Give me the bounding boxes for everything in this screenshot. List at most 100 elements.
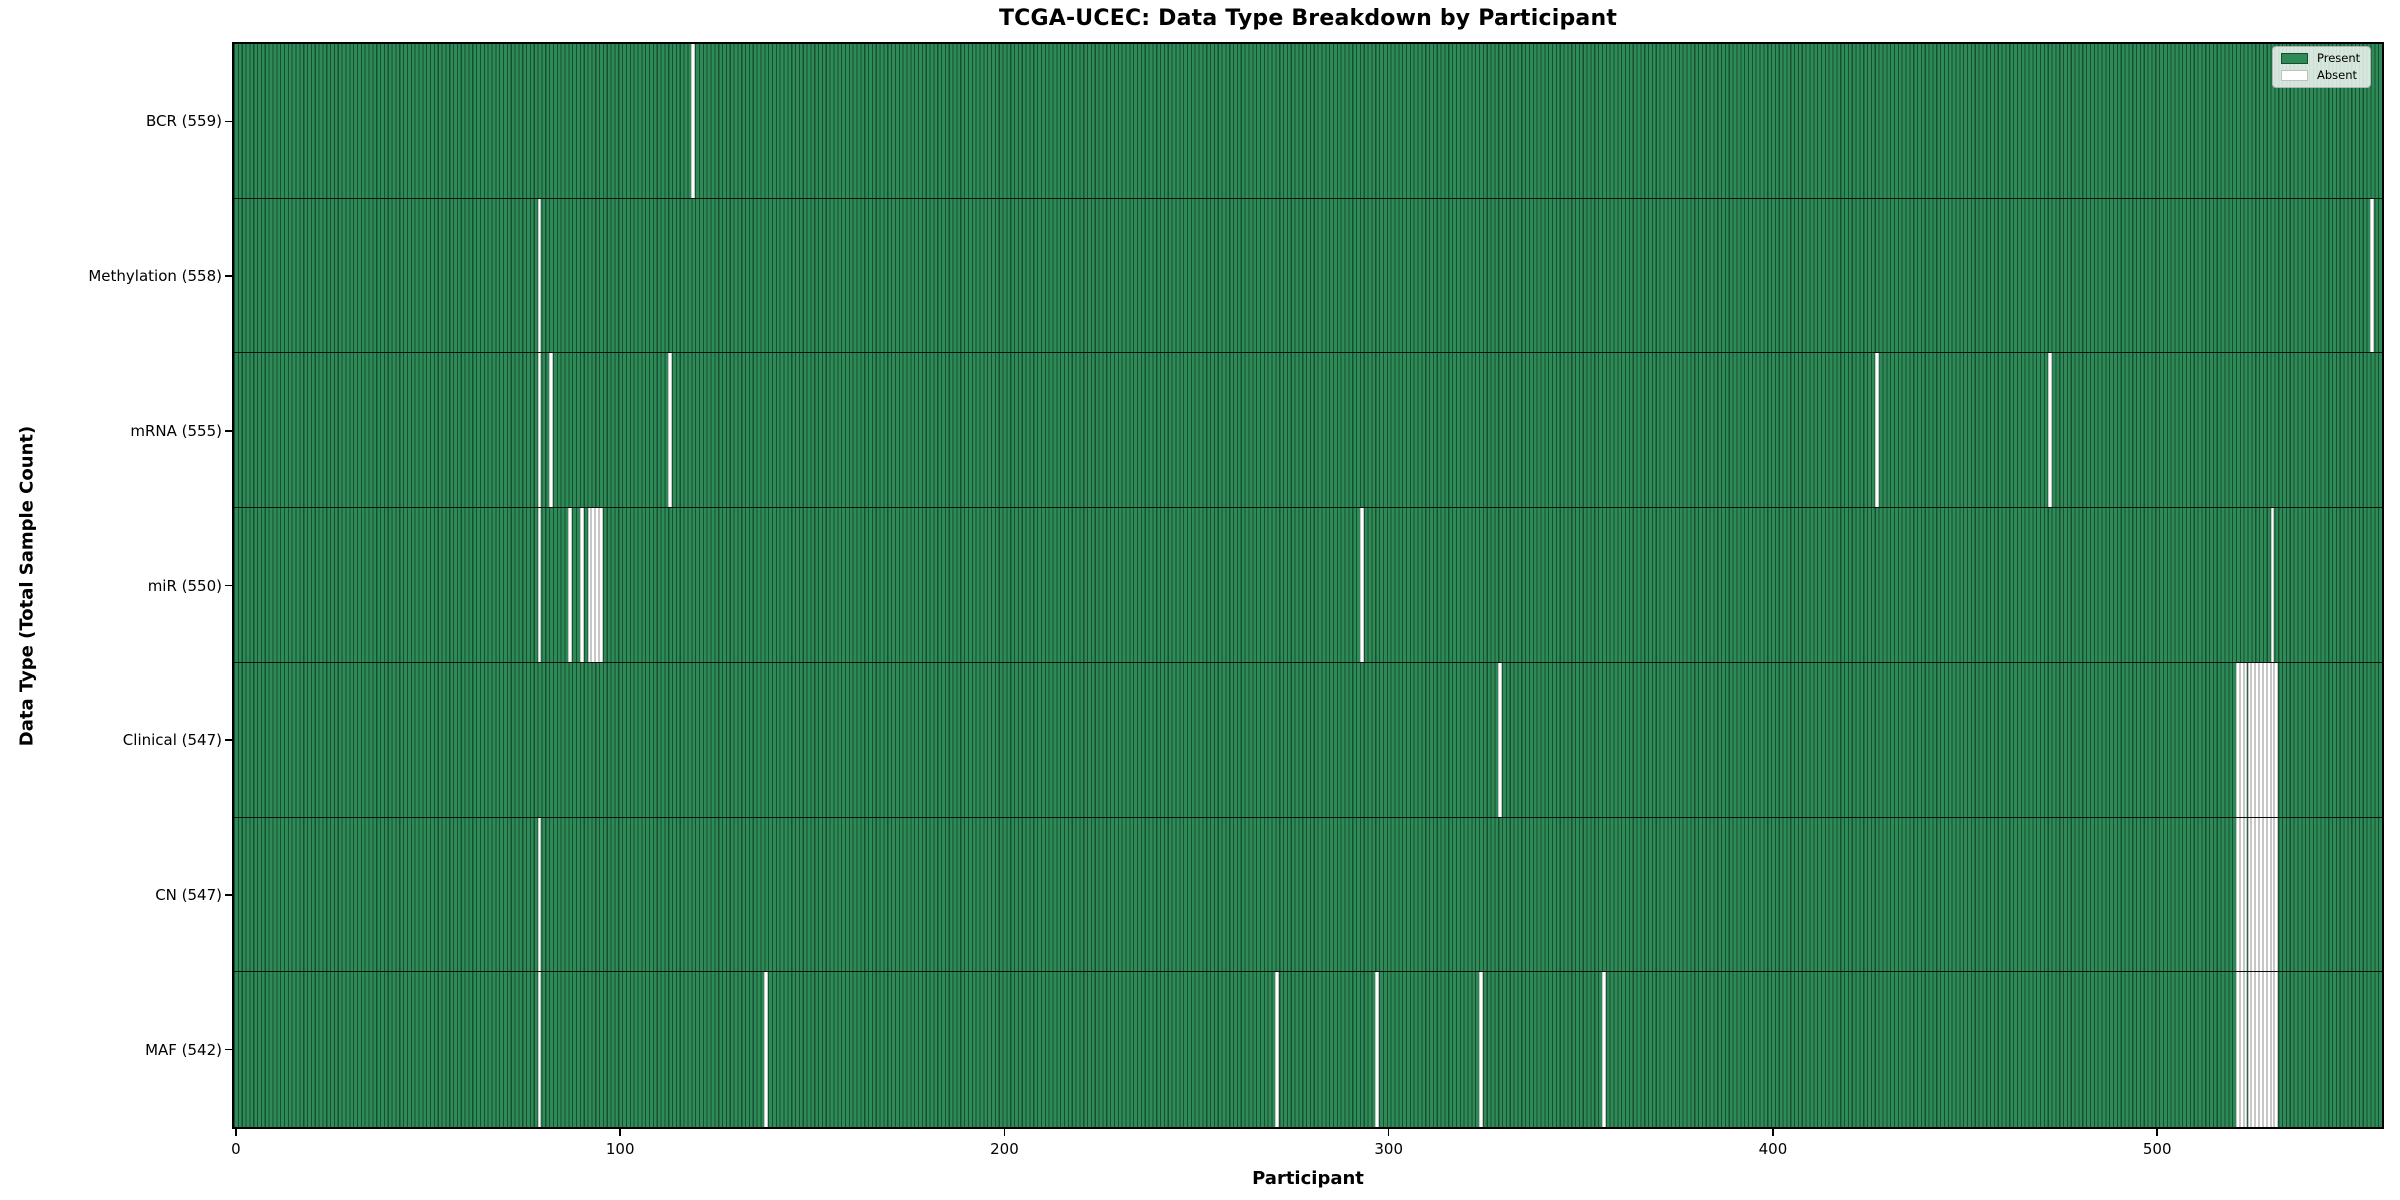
absent-bar-cn-526 <box>2255 817 2260 972</box>
ytick-label-clinical: Clinical (547) <box>122 731 222 750</box>
absent-bar-cn-529 <box>2266 817 2271 972</box>
absent-bar-maf-138 <box>764 972 769 1127</box>
absent-bar-maf-523 <box>2243 972 2248 1127</box>
absent-bar-maf-521 <box>2235 972 2240 1127</box>
absent-bar-maf-525 <box>2251 972 2256 1127</box>
xtick-mark <box>2156 1129 2158 1136</box>
legend-present-swatch <box>2281 53 2308 65</box>
legend-item-absent: Absent <box>2281 67 2360 82</box>
row-mir <box>234 508 2382 663</box>
absent-bar-clinical-329 <box>1498 662 1503 817</box>
xtick-mark <box>1387 1129 1390 1136</box>
ytick-mark <box>225 429 232 432</box>
absent-bar-mir-93 <box>591 508 596 662</box>
absent-bar-cn-522 <box>2239 817 2244 972</box>
absent-bar-maf-530 <box>2270 972 2275 1127</box>
legend: Present Absent <box>2272 46 2372 88</box>
absent-bar-clinical-525 <box>2251 662 2256 817</box>
ytick-label-methylation: Methylation (558) <box>88 267 222 286</box>
ytick-mark <box>225 275 232 277</box>
absent-bar-mrna-472 <box>2047 353 2052 508</box>
absent-bar-clinical-523 <box>2243 662 2248 817</box>
ytick-label-bcr: BCR (559) <box>145 112 222 131</box>
absent-bar-cn-528 <box>2262 817 2267 972</box>
absent-bar-cn-524 <box>2247 817 2252 972</box>
absent-bar-clinical-528 <box>2262 662 2267 817</box>
absent-bar-maf-524 <box>2247 972 2252 1127</box>
absent-bar-maf-356 <box>1601 972 1606 1127</box>
ytick-mark <box>225 1048 232 1051</box>
absent-bar-maf-529 <box>2266 972 2271 1127</box>
absent-bar-cn-530 <box>2270 817 2275 972</box>
ytick-label-mir: miR (550) <box>147 576 222 595</box>
plot-area <box>232 42 2384 1129</box>
xtick-mark <box>619 1129 621 1136</box>
legend-item-present: Present <box>2281 51 2361 65</box>
row-maf <box>234 972 2382 1127</box>
absent-bar-methylation-556 <box>2370 198 2375 353</box>
x-axis-label: Participant <box>1252 1168 1364 1189</box>
absent-bar-cn-523 <box>2243 817 2248 972</box>
absent-bar-maf-324 <box>1478 972 1483 1127</box>
absent-bar-cn-521 <box>2235 817 2240 972</box>
absent-bar-clinical-521 <box>2235 662 2240 817</box>
ytick-label-cn: CN (547) <box>155 885 222 904</box>
absent-bar-maf-297 <box>1375 972 1380 1127</box>
ytick-mark <box>225 120 232 123</box>
ytick-mark <box>225 584 232 587</box>
absent-bar-cn-79 <box>537 817 542 972</box>
absent-bar-clinical-526 <box>2255 662 2260 817</box>
absent-bar-mir-530 <box>2270 508 2275 662</box>
chart-title: TCGA-UCEC: Data Type Breakdown by Partic… <box>998 6 1618 31</box>
absent-bar-mir-293 <box>1359 508 1364 662</box>
absent-bar-mir-90 <box>579 508 584 662</box>
absent-bar-maf-79 <box>537 972 542 1127</box>
xtick-mark <box>1772 1129 1774 1136</box>
absent-bar-clinical-522 <box>2239 662 2244 817</box>
xtick-label-200: 200 <box>990 1140 1019 1158</box>
absent-bar-cn-525 <box>2251 817 2256 972</box>
absent-bar-maf-526 <box>2255 972 2260 1127</box>
xtick-mark <box>1003 1129 1006 1136</box>
xtick-label-400: 400 <box>1758 1140 1788 1158</box>
absent-bar-clinical-527 <box>2259 662 2263 817</box>
ytick-label-maf: MAF (542) <box>145 1040 222 1059</box>
absent-bar-clinical-531 <box>2274 662 2279 817</box>
absent-bar-mir-95 <box>599 508 603 662</box>
absent-bar-cn-527 <box>2259 817 2263 972</box>
absent-bar-mir-87 <box>568 508 573 662</box>
ytick-mark <box>225 894 232 896</box>
absent-bar-maf-271 <box>1275 972 1280 1127</box>
absent-bar-clinical-529 <box>2266 662 2271 817</box>
absent-bar-cn-531 <box>2274 817 2279 972</box>
xtick-label-0: 0 <box>231 1140 241 1158</box>
legend-absent-swatch <box>2281 69 2308 81</box>
xtick-label-100: 100 <box>605 1140 635 1158</box>
absent-bar-mir-94 <box>595 508 600 662</box>
row-mrna <box>234 353 2382 509</box>
absent-bar-bcr-119 <box>691 44 696 198</box>
absent-bar-mir-92 <box>587 508 592 662</box>
row-bcr <box>234 44 2382 199</box>
absent-bar-maf-522 <box>2239 972 2244 1127</box>
absent-bar-mrna-113 <box>668 353 673 508</box>
legend-present-label: Present <box>2317 51 2361 65</box>
xtick-label-500: 500 <box>2142 1140 2172 1158</box>
absent-bar-clinical-524 <box>2247 662 2252 817</box>
row-methylation <box>234 198 2382 354</box>
absent-bar-mrna-427 <box>1874 353 1879 508</box>
absent-bar-mrna-82 <box>549 353 553 508</box>
absent-bar-methylation-79 <box>537 198 542 353</box>
absent-bar-maf-527 <box>2259 972 2263 1127</box>
xtick-label-300: 300 <box>1374 1140 1404 1158</box>
absent-bar-maf-528 <box>2262 972 2267 1127</box>
ytick-mark <box>225 739 232 741</box>
row-clinical <box>234 662 2382 818</box>
legend-absent-label: Absent <box>2317 67 2358 82</box>
absent-bar-clinical-530 <box>2270 662 2275 817</box>
absent-bar-mir-79 <box>537 508 542 662</box>
absent-bar-maf-531 <box>2274 972 2279 1127</box>
row-cn <box>234 817 2382 973</box>
xtick-mark <box>235 1129 237 1136</box>
